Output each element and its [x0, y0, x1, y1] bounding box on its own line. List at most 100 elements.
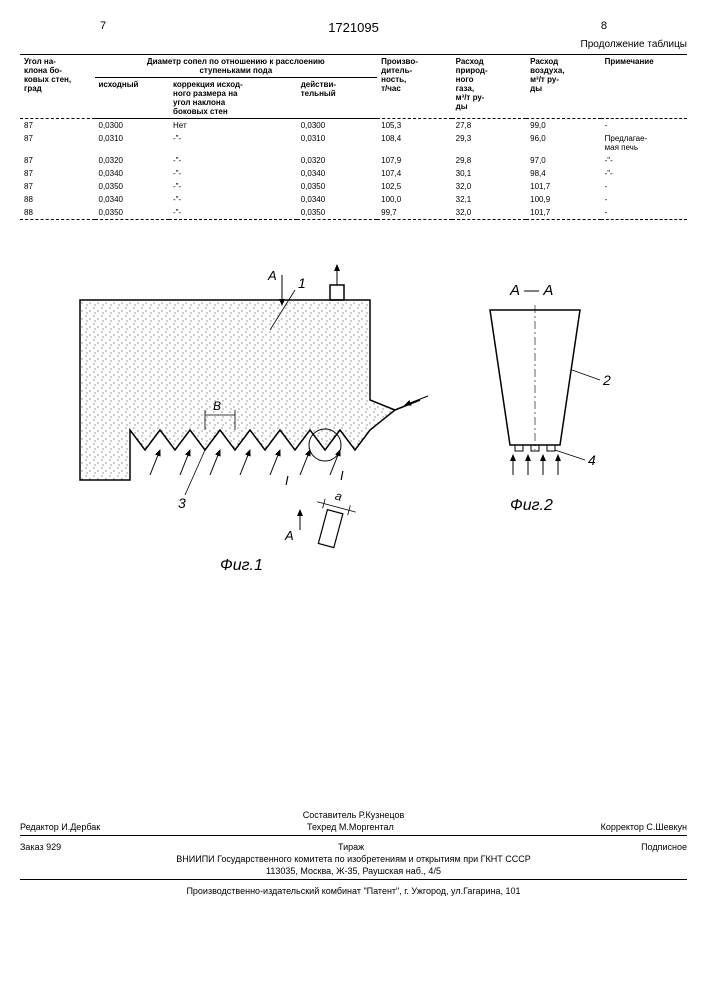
th-productivity: Произво- дитель- ность, т/час — [377, 55, 452, 119]
ref-2: 2 — [602, 372, 611, 388]
ref-I-2: I — [340, 468, 344, 483]
table-cell: 0,0350 — [95, 180, 170, 193]
table-cell: 102,5 — [377, 180, 452, 193]
table-cell: 0,0340 — [297, 193, 377, 206]
table-cell: Предлагае- мая печь — [601, 132, 687, 154]
table-cell: 27,8 — [452, 119, 527, 133]
table-cell: 0,0340 — [297, 167, 377, 180]
page-num-left: 7 — [100, 20, 106, 32]
table-row: 880,0340-"-0,0340100,032,1100,9- — [20, 193, 687, 206]
table-cell: 97,0 — [526, 154, 601, 167]
table-cell: 101,7 — [526, 180, 601, 193]
table-cell: 0,0300 — [297, 119, 377, 133]
table-cell: 0,0340 — [95, 193, 170, 206]
table-cell: 107,9 — [377, 154, 452, 167]
table-cell: -"- — [601, 154, 687, 167]
chimney — [330, 285, 344, 300]
tirage: Тираж — [338, 842, 364, 852]
table-cell: -"- — [169, 180, 297, 193]
table-cell: - — [601, 193, 687, 206]
subscription: Подписное — [641, 842, 687, 852]
table-cell: 87 — [20, 167, 95, 180]
ref-3: 3 — [178, 495, 186, 511]
table-cell: 0,0320 — [95, 154, 170, 167]
table-cell: 88 — [20, 193, 95, 206]
th-note: Примечание — [601, 55, 687, 119]
org2: Производственно-издательский комбинат "П… — [20, 886, 687, 896]
table-cell: 87 — [20, 180, 95, 193]
table-continuation-label: Продолжение таблицы — [20, 39, 687, 50]
table-cell: 105,3 — [377, 119, 452, 133]
table-cell: Нет — [169, 119, 297, 133]
fig1-label: Фиг.1 — [220, 557, 263, 574]
table-cell: -"- — [169, 132, 297, 154]
table-row: 870,0310-"-0,0310108,429,396,0Предлагае-… — [20, 132, 687, 154]
table-row: 870,0300Нет0,0300105,327,899,0- — [20, 119, 687, 133]
section-label: А — А — [509, 282, 553, 299]
table-cell: - — [601, 119, 687, 133]
table-cell: 100,0 — [377, 193, 452, 206]
table-cell: -"- — [169, 154, 297, 167]
th-angle: Угол на- клона бо- ковых стен, град — [20, 55, 95, 119]
ref-B: В — [213, 399, 221, 413]
ref-1: 1 — [298, 275, 306, 291]
fig2-label: Фиг.2 — [510, 497, 553, 514]
table-cell: 99,7 — [377, 206, 452, 220]
table-cell: 0,0310 — [297, 132, 377, 154]
table-cell: 108,4 — [377, 132, 452, 154]
table-cell: 32,0 — [452, 180, 527, 193]
ref-A-detail: А — [284, 528, 294, 543]
th-air: Расход воздуха, м³/т ру- ды — [526, 55, 601, 119]
table-cell: 0,0340 — [95, 167, 170, 180]
order: Заказ 929 — [20, 842, 61, 852]
table-cell: 0,0300 — [95, 119, 170, 133]
th-diameter-group: Диаметр сопел по отношению к расслоению … — [95, 55, 378, 78]
table-cell: 0,0350 — [95, 206, 170, 220]
table-cell: 87 — [20, 132, 95, 154]
table-cell: -"- — [601, 167, 687, 180]
table-cell: 88 — [20, 206, 95, 220]
org1: ВНИИПИ Государственного комитета по изоб… — [20, 854, 687, 864]
table-cell: 100,9 — [526, 193, 601, 206]
th-correction: коррекция исход- ного размера на угол на… — [169, 78, 297, 119]
table-row: 870,0320-"-0,0320107,929,897,0-"- — [20, 154, 687, 167]
table-cell: 107,4 — [377, 167, 452, 180]
table-cell: 96,0 — [526, 132, 601, 154]
table-cell: 29,3 — [452, 132, 527, 154]
table-cell: - — [601, 180, 687, 193]
th-gas: Расход природ- ного газа, м³/т ру- ды — [452, 55, 527, 119]
table-row: 870,0350-"-0,0350102,532,0101,7- — [20, 180, 687, 193]
table-cell: 87 — [20, 119, 95, 133]
table-cell: 99,0 — [526, 119, 601, 133]
table-cell: 0,0350 — [297, 206, 377, 220]
techred: Техред М.Моргентал — [307, 822, 394, 832]
table-cell: 30,1 — [452, 167, 527, 180]
table-cell: 0,0310 — [95, 132, 170, 154]
table-cell: - — [601, 206, 687, 220]
addr1: 113035, Москва, Ж-35, Раушская наб., 4/5 — [20, 866, 687, 876]
ref-I-1: I — [285, 473, 289, 488]
th-source: исходный — [95, 78, 170, 119]
th-actual: действи- тельный — [297, 78, 377, 119]
table-cell: 98,4 — [526, 167, 601, 180]
footer: Составитель Р.Кузнецов Редактор И.Дербак… — [20, 810, 687, 896]
corrector: Корректор С.Шевкун — [601, 822, 687, 832]
table-cell: 32,0 — [452, 206, 527, 220]
table-cell: 87 — [20, 154, 95, 167]
patent-number: 1721095 — [20, 20, 687, 35]
ref-A-top: А — [267, 268, 277, 283]
table-row: 870,0340-"-0,0340107,430,198,4-"- — [20, 167, 687, 180]
table-cell: -"- — [169, 206, 297, 220]
data-table: Угол на- клона бо- ковых стен, град Диам… — [20, 54, 687, 220]
table-cell: 29,8 — [452, 154, 527, 167]
diagram-area: 1 А В 3 I I а А Фиг.1 А — А 2 4 Фиг.2 — [20, 250, 687, 630]
table-cell: 32,1 — [452, 193, 527, 206]
editor: Редактор И.Дербак — [20, 822, 100, 832]
table-cell: 0,0320 — [297, 154, 377, 167]
page-num-right: 8 — [601, 20, 607, 32]
table-cell: 101,7 — [526, 206, 601, 220]
table-cell: 0,0350 — [297, 180, 377, 193]
ref-a: а — [334, 488, 344, 503]
table-cell: -"- — [169, 167, 297, 180]
fig1-body — [80, 300, 395, 480]
